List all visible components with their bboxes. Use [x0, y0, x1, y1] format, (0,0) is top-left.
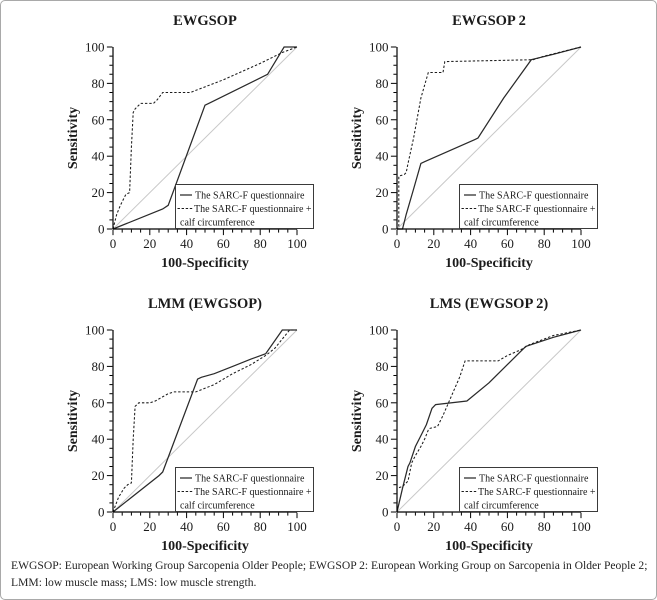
- y-tick-label: 40: [376, 149, 389, 164]
- x-axis-label: 100-Specificity: [161, 539, 249, 554]
- x-tick-label: 0: [394, 519, 401, 534]
- curve-dashed: [396, 329, 582, 512]
- y-axis-label: Sensitivity: [350, 107, 365, 169]
- legend-label-dashed-line2: calf circumference: [180, 218, 255, 229]
- roc-chart-ewgsop: 0 20 40 60 80 100 0 20 40 60 80 100 EWGSOP 100-Specif…: [66, 13, 314, 271]
- curve-dashed: [112, 46, 298, 230]
- x-tick-label: 60: [501, 519, 514, 534]
- y-tick-label: 0: [382, 222, 389, 237]
- y-axis-label: Sensitivity: [66, 107, 81, 169]
- x-tick-label: 100: [571, 519, 591, 534]
- x-tick-label: 40: [464, 519, 477, 534]
- x-axis-label: 100-Specificity: [161, 256, 249, 271]
- y-tick-label: 100: [85, 40, 105, 55]
- x-tick-label: 100: [287, 519, 307, 534]
- diagonal-reference-line: [112, 329, 298, 513]
- legend-label-solid: The SARC-F questionnaire: [195, 191, 305, 202]
- x-tick-label: 80: [254, 519, 267, 534]
- x-axis-label: 100-Specificity: [445, 256, 533, 271]
- curve-solid: [396, 329, 582, 513]
- legend-label-dashed-line1: The SARC-F questionnaire +: [194, 204, 312, 215]
- y-axis-label: Sensitivity: [350, 390, 365, 452]
- curve-dashed: [112, 329, 297, 513]
- curve-solid: [112, 46, 297, 230]
- y-tick-label: 100: [369, 323, 389, 338]
- legend-box: [459, 467, 598, 512]
- y-tick-label: 60: [376, 395, 389, 410]
- x-tick-label: 20: [143, 236, 156, 251]
- chart-title: LMS (EWGSOP 2): [430, 296, 549, 312]
- y-tick-label: 40: [92, 149, 105, 164]
- x-tick-label: 40: [180, 519, 193, 534]
- y-tick-label: 0: [98, 505, 105, 520]
- x-tick-label: 0: [110, 236, 117, 251]
- y-tick-label: 20: [92, 185, 105, 200]
- y-tick-label: 40: [92, 432, 105, 447]
- diagonal-reference-line: [396, 329, 582, 513]
- x-tick-label: 0: [394, 236, 401, 251]
- diagonal-reference-line: [112, 46, 298, 230]
- y-tick-label: 100: [369, 40, 389, 55]
- legend-label-dashed-line1: The SARC-F questionnaire +: [478, 204, 596, 215]
- y-tick-label: 80: [376, 76, 389, 91]
- x-tick-label: 60: [501, 236, 514, 251]
- y-axis-label: Sensitivity: [66, 390, 81, 452]
- legend-label-dashed-line2: calf circumference: [464, 501, 539, 512]
- x-tick-label: 40: [180, 236, 193, 251]
- diagonal-reference-line: [396, 46, 582, 230]
- x-tick-label: 40: [464, 236, 477, 251]
- legend-box: [175, 467, 314, 512]
- y-tick-label: 60: [376, 112, 389, 127]
- x-tick-label: 80: [254, 236, 267, 251]
- legend-label-dashed-line1: The SARC-F questionnaire +: [194, 487, 312, 498]
- y-tick-label: 0: [98, 222, 105, 237]
- x-axis-label: 100-Specificity: [445, 539, 533, 554]
- chart-title: EWGSOP 2: [452, 13, 526, 29]
- legend-label-dashed-line2: calf circumference: [464, 218, 539, 229]
- roc-chart-lmm-ewgsop: 0 20 40 60 80 100 0 20 40 60 80 100 LMM (EWGSOP) 100-…: [66, 296, 314, 554]
- x-tick-label: 80: [538, 519, 551, 534]
- x-tick-label: 100: [571, 236, 591, 251]
- roc-chart-lms-ewgsop2: 0 20 40 60 80 100 0 20 40 60 80 100 LMS (EWGSOP 2) 10…: [350, 296, 598, 554]
- legend-label-solid: The SARC-F questionnaire: [195, 474, 305, 485]
- y-tick-label: 80: [92, 359, 105, 374]
- curve-solid: [112, 329, 297, 513]
- chart-title: EWGSOP: [173, 13, 237, 29]
- legend-label-dashed-line1: The SARC-F questionnaire +: [478, 487, 596, 498]
- x-tick-label: 20: [427, 519, 440, 534]
- y-tick-label: 80: [376, 359, 389, 374]
- legend-label-solid: The SARC-F questionnaire: [479, 191, 589, 202]
- y-tick-label: 80: [92, 76, 105, 91]
- x-tick-label: 0: [110, 519, 117, 534]
- y-tick-label: 0: [382, 505, 389, 520]
- y-tick-label: 20: [376, 468, 389, 483]
- x-tick-label: 60: [217, 236, 230, 251]
- roc-chart-ewgsop2: 0 20 40 60 80 100 0 20 40 60 80 100 EWGSOP 2 100-Spec…: [350, 13, 598, 271]
- y-tick-label: 100: [85, 323, 105, 338]
- x-tick-label: 100: [287, 236, 307, 251]
- y-tick-label: 60: [92, 112, 105, 127]
- x-tick-label: 80: [538, 236, 551, 251]
- legend-label-dashed-line2: calf circumference: [180, 501, 255, 512]
- y-tick-label: 20: [92, 468, 105, 483]
- x-tick-label: 20: [427, 236, 440, 251]
- legend-box: [459, 184, 598, 229]
- x-tick-label: 60: [217, 519, 230, 534]
- chart-title: LMM (EWGSOP): [148, 296, 262, 312]
- legend-label-solid: The SARC-F questionnaire: [479, 474, 589, 485]
- figure-caption: EWGSOP: European Working Group Sarcopeni…: [11, 559, 648, 590]
- legend-box: [175, 184, 314, 229]
- y-tick-label: 40: [376, 432, 389, 447]
- x-tick-label: 20: [143, 519, 156, 534]
- y-tick-label: 20: [376, 185, 389, 200]
- y-tick-label: 60: [92, 395, 105, 410]
